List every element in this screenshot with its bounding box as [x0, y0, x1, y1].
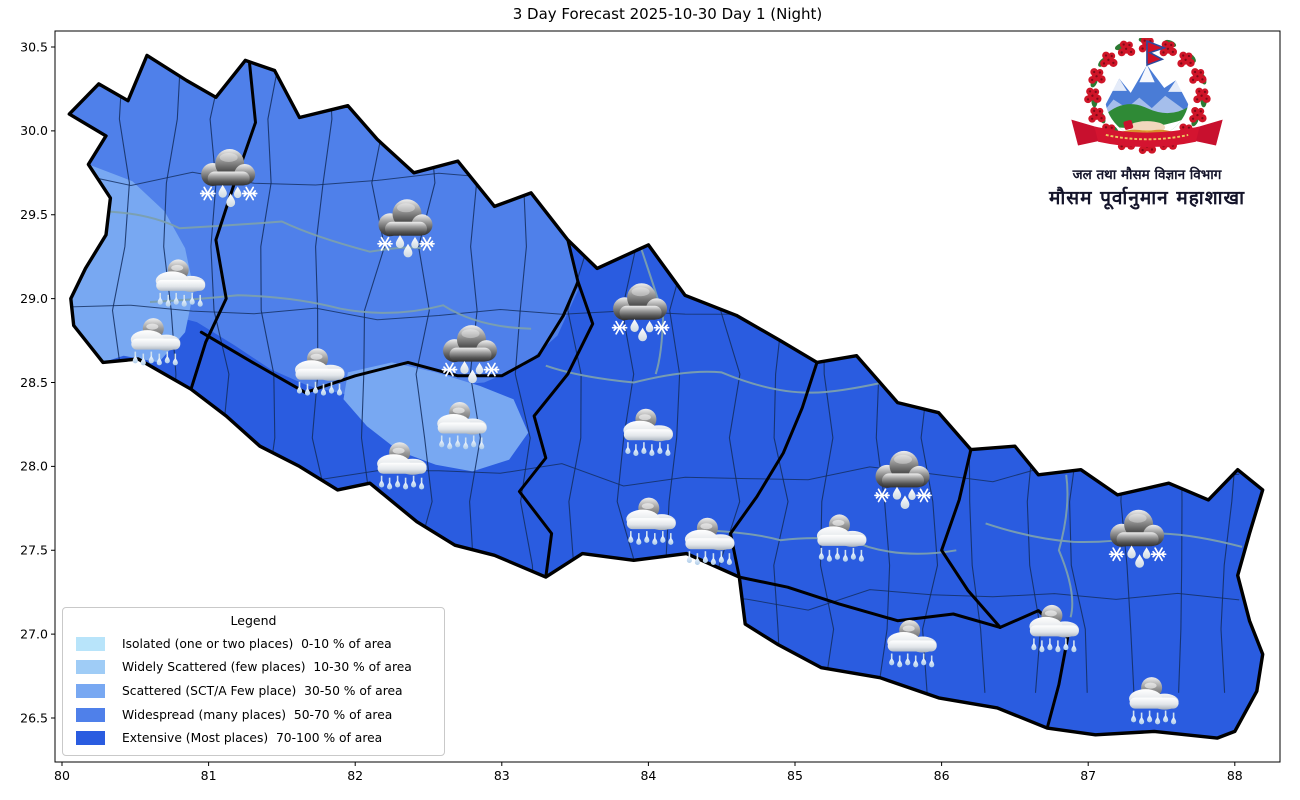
province-border — [189, 62, 257, 391]
x-tick-label: 84 — [640, 768, 656, 783]
dhm-logo: जल तथा मौसम विज्ञान विभाग मौसम पूर्वानुम… — [1016, 38, 1278, 210]
x-tick-label: 87 — [1080, 768, 1096, 783]
emblem-mountain-scene — [1104, 53, 1190, 138]
y-tick-label: 26.5 — [20, 710, 48, 725]
y-tick-label: 27.5 — [20, 543, 48, 558]
legend-label: Scattered (SCT/A Few place) 30-50 % of a… — [122, 683, 403, 698]
y-tick-label: 29.0 — [20, 291, 48, 306]
emblem-ribbon — [1071, 119, 1223, 147]
legend-label: Widespread (many places) 50-70 % of area — [122, 707, 393, 722]
basin-line — [1057, 474, 1074, 618]
legend-item: Scattered (SCT/A Few place) 30-50 % of a… — [63, 679, 444, 703]
y-tick-label: 27.0 — [20, 626, 48, 641]
legend-item: Widespread (many places) 50-70 % of area — [63, 703, 444, 727]
legend-label: Extensive (Most places) 70-100 % of area — [122, 731, 383, 746]
province-border — [517, 280, 595, 579]
province-border — [940, 448, 1002, 629]
legend-swatch-extensive — [76, 731, 105, 746]
legend-label: Widely Scattered (few places) 10-30 % of… — [122, 660, 412, 675]
y-tick-label: 29.5 — [20, 207, 48, 222]
y-tick-label: 28.0 — [20, 459, 48, 474]
x-tick-label: 83 — [494, 768, 510, 783]
province-border — [199, 238, 580, 395]
legend-swatch-isolated — [76, 636, 105, 651]
legend-box: Legend Isolated (one or two places) 0-10… — [62, 607, 445, 756]
basin-line — [83, 210, 422, 253]
legend-label: Isolated (one or two places) 0-10 % of a… — [122, 636, 392, 651]
x-tick-label: 86 — [934, 768, 950, 783]
dhm-emblem-icon — [1071, 38, 1223, 154]
province-border — [737, 575, 1002, 629]
nepal-flag-icon — [1146, 39, 1167, 67]
axes: 80 81 82 83 84 85 86 87 88 30.5 30.0 29.5 29.0 28.5 28… — [20, 30, 1281, 783]
region-farwest-hills — [70, 164, 194, 363]
y-tick-label: 30.5 — [20, 39, 48, 54]
legend-item: Extensive (Most places) 70-100 % of area — [63, 726, 444, 750]
legend-item: Widely Scattered (few places) 10-30 % of… — [63, 656, 444, 680]
chart-title: 3 Day Forecast 2025-10-30 Day 1 (Night) — [512, 5, 823, 23]
logo-division-name: मौसम पूर्वानुमान महाशाखा — [1048, 187, 1246, 209]
x-tick-label: 82 — [347, 768, 363, 783]
x-tick-label: 85 — [787, 768, 803, 783]
logo-org-name: जल तथा मौसम विज्ञान विभाग — [1072, 167, 1222, 183]
legend-title: Legend — [230, 613, 277, 628]
legend-swatch-widely-scattered — [76, 660, 105, 675]
y-tick-label: 28.5 — [20, 375, 48, 390]
axes-frame — [54, 30, 1281, 763]
legend-swatch-scattered — [76, 683, 105, 698]
x-tick-label: 81 — [201, 768, 217, 783]
legend-swatch-widespread — [76, 707, 105, 722]
x-tick-label: 80 — [54, 768, 70, 783]
y-tick-label: 30.0 — [20, 123, 48, 138]
basin-line — [149, 294, 532, 330]
legend-item: Isolated (one or two places) 0-10 % of a… — [63, 632, 444, 656]
nepal-outline — [67, 53, 1265, 740]
x-tick-label: 88 — [1227, 768, 1243, 783]
province-border — [998, 609, 1070, 730]
